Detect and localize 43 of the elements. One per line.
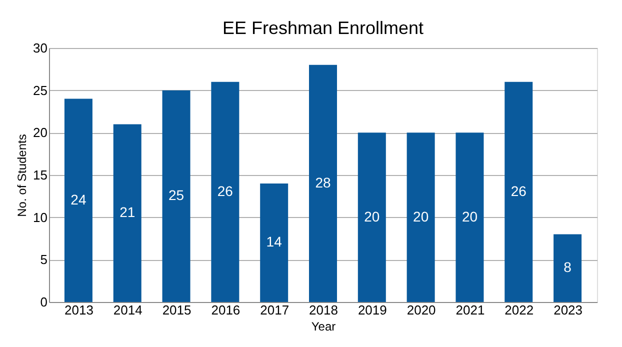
x-tick-label: 2021 (456, 302, 485, 318)
y-tick-label: 30 (33, 40, 48, 56)
x-tick-label: 2015 (162, 302, 192, 318)
x-tick-label: 2017 (260, 302, 290, 318)
x-tick-label: 2023 (554, 302, 583, 318)
bar (504, 82, 533, 302)
bar (309, 64, 337, 302)
bar (406, 132, 435, 302)
x-tick-label: 2016 (211, 302, 240, 318)
data-label: 20 (364, 208, 380, 224)
data-label: 14 (266, 234, 282, 250)
y-tick-label: 25 (33, 82, 48, 98)
y-tick-label: 0 (40, 294, 48, 310)
bar (456, 132, 484, 302)
data-label: 20 (462, 208, 478, 224)
data-label: 8 (564, 259, 572, 276)
y-tick-label: 15 (33, 168, 48, 182)
x-tick-label: 2013 (64, 302, 94, 318)
data-label: 26 (510, 182, 527, 199)
bar (358, 132, 386, 302)
chart-title: EE Freshman Enrollment (222, 18, 424, 38)
data-label: 24 (70, 191, 86, 208)
bar (554, 234, 582, 302)
data-label: 26 (217, 182, 234, 199)
y-tick-label: 10 (33, 210, 48, 225)
data-label: 21 (120, 204, 136, 220)
x-tick-label: 2022 (504, 302, 534, 318)
y-tick-label: 5 (40, 252, 48, 268)
bar (113, 124, 142, 302)
y-tick-label: 20 (33, 125, 48, 140)
bar (211, 82, 240, 302)
x-tick-label: 2018 (309, 302, 338, 318)
x-tick-label: 2020 (406, 302, 436, 318)
y-axis-title: No. of Students (15, 134, 30, 217)
x-tick-label: 2014 (113, 302, 142, 318)
data-label: 20 (413, 208, 429, 224)
bar (162, 90, 190, 302)
bar (260, 183, 288, 302)
data-label: 25 (168, 187, 184, 204)
x-tick-label: 2019 (358, 302, 387, 318)
x-axis-title: Year (311, 320, 336, 334)
bar (64, 98, 92, 302)
data-label: 28 (315, 174, 331, 190)
